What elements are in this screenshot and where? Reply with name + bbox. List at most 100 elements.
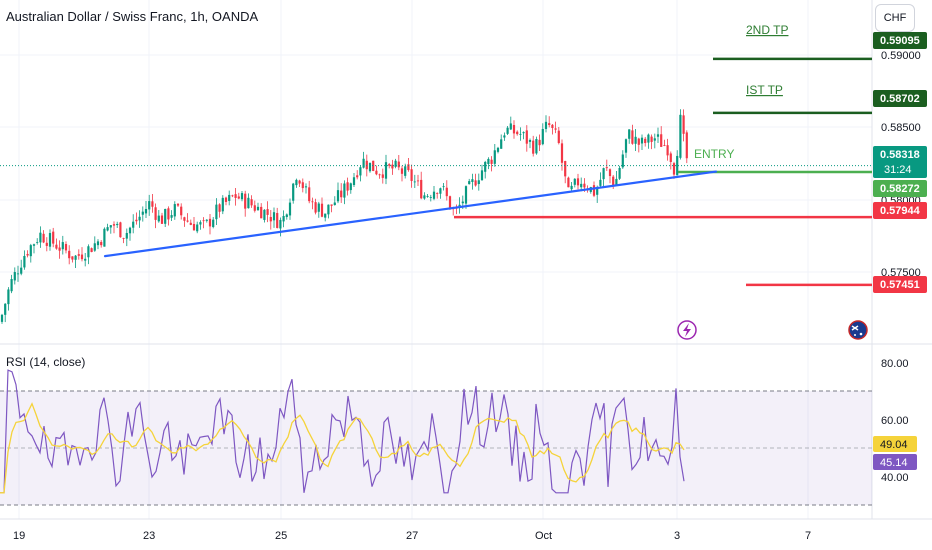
candle-body	[151, 201, 154, 207]
candle-body	[208, 218, 212, 227]
candle-body	[71, 256, 74, 260]
candle-body	[48, 233, 52, 247]
candle-body	[685, 132, 688, 159]
candle-body	[676, 155, 679, 176]
chart-title: Australian Dollar / Swiss Franc, 1h, OAN…	[6, 9, 259, 24]
level-label-2nd-tp: 2ND TP	[746, 23, 788, 37]
candles	[0, 109, 688, 324]
candle-body	[263, 209, 266, 220]
candle-body	[624, 139, 628, 153]
candle-body	[13, 272, 16, 281]
candle-body	[359, 167, 362, 176]
lightning-icon[interactable]	[677, 320, 697, 340]
timezone-button[interactable]	[873, 522, 931, 548]
badge-stop-2: 0.57451	[880, 279, 920, 291]
candle-body	[477, 180, 480, 185]
candle-body	[247, 197, 250, 209]
badge-2nd-tp: 0.59095	[880, 35, 920, 47]
candle-body	[628, 129, 631, 139]
candle-body	[20, 267, 23, 274]
candle-body	[173, 204, 176, 217]
currency-button[interactable]: CHF	[875, 4, 915, 32]
candle-body	[135, 219, 138, 222]
candle-body	[484, 161, 487, 172]
candle-body	[164, 208, 167, 224]
candle-body	[381, 174, 384, 178]
candle-body	[295, 179, 298, 186]
candle-body	[560, 143, 564, 163]
candle-body	[669, 153, 672, 162]
candle-body	[640, 137, 644, 144]
candle-body	[343, 183, 346, 198]
trendline[interactable]	[103, 170, 718, 258]
candle-body	[224, 197, 228, 202]
candle-body	[138, 216, 141, 221]
candle-body	[573, 178, 576, 185]
candle-body	[292, 183, 295, 201]
candle-body	[557, 130, 560, 144]
candle-body	[199, 222, 202, 225]
candle-body	[509, 123, 512, 130]
candle-body	[256, 206, 260, 211]
candle-body	[551, 124, 554, 129]
candle-body	[375, 170, 378, 175]
candle-body	[471, 179, 474, 183]
candle-body	[621, 154, 624, 168]
price-level-lines[interactable]	[454, 57, 872, 287]
candle-body	[618, 167, 621, 179]
candle-body	[10, 279, 13, 292]
candle-body	[253, 205, 256, 211]
candle-body	[352, 177, 356, 186]
candle-body	[192, 223, 196, 231]
candle-body	[663, 145, 666, 146]
candle-body	[176, 203, 180, 206]
candle-body	[116, 223, 119, 226]
rsi-axis[interactable]: 80.00 60.00 40.00	[881, 358, 909, 484]
candle-body	[317, 203, 320, 212]
candle-body	[672, 163, 676, 175]
price-tick-label: 0.59000	[881, 50, 921, 62]
candle-body	[637, 138, 640, 145]
rsi-ma-line	[0, 402, 685, 494]
candle-body	[93, 243, 96, 251]
candle-body	[144, 208, 148, 214]
candle-body	[612, 176, 615, 187]
candle-body	[90, 248, 93, 253]
candle-body	[416, 180, 420, 182]
candle-body	[250, 199, 253, 206]
australia-flag-icon[interactable]	[848, 320, 868, 340]
candle-body	[42, 233, 45, 243]
candle-body	[132, 221, 135, 228]
time-tick-label: 27	[406, 530, 418, 542]
candle-body	[320, 203, 324, 217]
candle-body	[346, 182, 349, 191]
candle-body	[349, 183, 352, 191]
candle-body	[487, 158, 490, 165]
candle-body	[554, 128, 557, 130]
candle-body	[304, 186, 308, 188]
candle-body	[87, 246, 90, 258]
time-tick-label: 19	[13, 530, 25, 542]
candle-body	[394, 160, 397, 167]
candle-body	[567, 177, 570, 188]
candle-body	[311, 201, 314, 203]
candle-body	[397, 161, 400, 168]
time-tick-label: 25	[275, 530, 287, 542]
candle-body	[330, 204, 333, 206]
time-axis[interactable]: 19 23 25 27 Oct 3 7	[13, 530, 811, 542]
candle-body	[202, 220, 205, 222]
candle-body	[356, 175, 359, 178]
candle-body	[266, 209, 269, 215]
candle-body	[100, 241, 103, 246]
candle-body	[109, 225, 112, 228]
horizontal-grid	[0, 54, 872, 273]
candle-body	[445, 187, 448, 197]
candle-body	[519, 133, 522, 135]
level-label-entry: ENTRY	[694, 147, 734, 161]
time-tick-label: 7	[805, 530, 811, 542]
candle-body	[212, 219, 215, 228]
rsi-tick-label: 80.00	[881, 358, 909, 370]
candle-body	[32, 244, 36, 246]
price-tick-label: 0.58500	[881, 122, 921, 134]
